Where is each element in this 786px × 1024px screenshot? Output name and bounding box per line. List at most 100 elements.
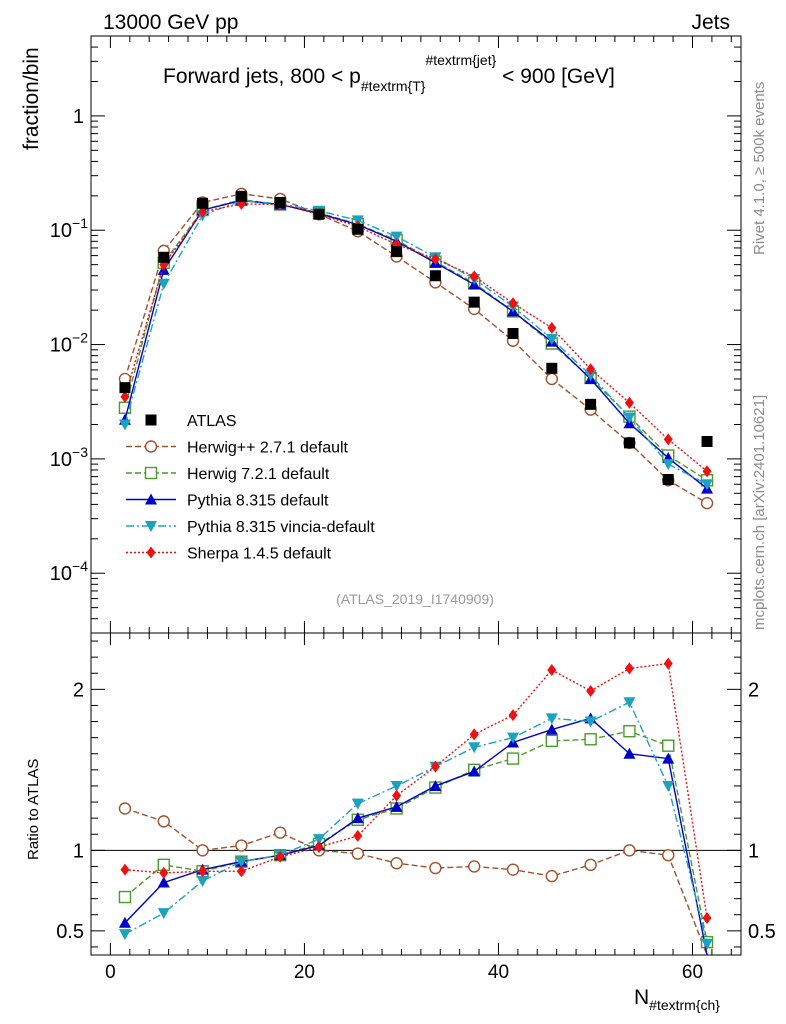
ratio-point — [508, 709, 518, 722]
ratio-point — [390, 780, 403, 792]
ratio-point — [584, 733, 597, 746]
ratio-point — [663, 657, 673, 670]
ratio-point — [623, 697, 636, 709]
ratio-point — [351, 812, 364, 824]
y-tick-label: 10−1 — [50, 215, 88, 242]
legend-entry: ATLAS — [145, 413, 237, 430]
ratio-tick-label: 0.5 — [56, 921, 84, 943]
ratio-point — [624, 662, 634, 675]
ratio-line — [124, 701, 708, 944]
y-tick-label-exp: −1 — [72, 215, 88, 231]
x-tick-label: 40 — [488, 962, 509, 983]
ratio-point — [545, 713, 558, 725]
data-point — [274, 196, 286, 208]
data-point — [546, 362, 558, 374]
plot-title-sub: #textrm{T} — [361, 78, 426, 94]
series-point — [700, 496, 714, 510]
legend-entry: Pythia 8.315 default — [126, 493, 329, 510]
legend-label: Sherpa 1.4.5 default — [187, 546, 332, 563]
ratio-point — [120, 863, 130, 876]
ratio-point — [623, 844, 636, 857]
series-line — [124, 203, 708, 472]
ratio-point — [196, 875, 209, 887]
ratio-point — [547, 664, 557, 677]
legend-marker — [146, 546, 156, 559]
legend-entry: Herwig++ 2.7.1 default — [126, 440, 349, 457]
series-point — [623, 412, 636, 424]
series-point — [545, 333, 558, 345]
ratio-point — [312, 834, 325, 846]
series-point — [584, 370, 597, 382]
ratio-point — [584, 858, 597, 872]
x-tick-label: 20 — [294, 962, 315, 983]
ratio-point — [353, 829, 363, 842]
x-tick-label: 60 — [682, 962, 703, 983]
ratio-point — [623, 725, 636, 738]
ratio-point — [390, 800, 403, 812]
ratio-point — [545, 734, 559, 748]
series-point — [545, 372, 559, 386]
rivet-label: Rivet 4.1.0, ≥ 500k events — [751, 82, 768, 255]
y-tick-label-base: 10 — [50, 449, 72, 471]
ratio-point — [118, 916, 131, 928]
series-point — [547, 321, 557, 334]
data-point — [313, 208, 325, 220]
ratio-point — [662, 752, 675, 764]
legend-entry: Sherpa 1.4.5 default — [126, 546, 332, 563]
ratio-point — [468, 860, 481, 873]
legend-label: ATLAS — [187, 413, 237, 430]
series-1 — [118, 193, 714, 949]
ratio-tick-label-right: 2 — [748, 679, 759, 701]
series-line — [124, 199, 708, 485]
ratio-point — [702, 911, 712, 924]
y-tick-label-base: 10 — [50, 335, 72, 357]
series-layer — [118, 187, 714, 956]
ratio-point — [584, 716, 597, 728]
ratio-point — [623, 747, 636, 759]
data-point — [235, 190, 247, 202]
y-axis-label: fraction/bin — [20, 47, 43, 150]
ratio-point — [662, 780, 675, 792]
ratio-point — [507, 732, 520, 744]
analysis-id: (ATLAS_2019_I1740909) — [336, 591, 494, 607]
y-tick-label: 10−2 — [50, 330, 88, 357]
ratio-point — [118, 929, 131, 941]
series-point — [702, 465, 712, 478]
ratio-point — [429, 861, 442, 875]
x-tick-label: 0 — [105, 962, 116, 983]
ratio-point — [392, 789, 402, 802]
ratio-point — [662, 739, 675, 752]
series-point — [469, 270, 479, 283]
legend-marker — [144, 466, 158, 480]
data-series — [119, 190, 713, 486]
category-label: Jets — [691, 11, 730, 34]
ratio-point — [196, 844, 209, 857]
series-point — [701, 479, 714, 491]
ratio-point — [235, 839, 248, 852]
ratio-point — [351, 798, 364, 810]
data-point — [391, 246, 403, 258]
data-point — [662, 474, 674, 486]
ratio-line — [124, 717, 708, 956]
legend: ATLAS Herwig++ 2.7.1 default Herwig 7.2.1 … — [126, 413, 375, 563]
x-axis-label-main: N — [634, 986, 649, 1009]
data-point — [197, 197, 209, 209]
y-tick-label-exp: −2 — [72, 330, 88, 346]
ratio-point — [157, 876, 170, 888]
ratio-point — [506, 863, 520, 876]
series-2 — [118, 194, 714, 956]
y-tick-label-exp: −3 — [72, 444, 88, 460]
axis-ticks — [91, 35, 741, 955]
data-point — [623, 437, 635, 449]
ratio-tick-label: 2 — [73, 679, 84, 701]
ratio-point — [430, 760, 440, 773]
series-point — [624, 396, 634, 409]
y-tick-label: 1 — [73, 106, 84, 128]
ratio-point — [586, 684, 596, 697]
ratio-point — [157, 815, 170, 828]
ratio-point — [506, 752, 520, 765]
y-tick-label: 10−3 — [50, 444, 88, 471]
ratio-point — [198, 865, 208, 878]
data-point — [119, 382, 131, 394]
